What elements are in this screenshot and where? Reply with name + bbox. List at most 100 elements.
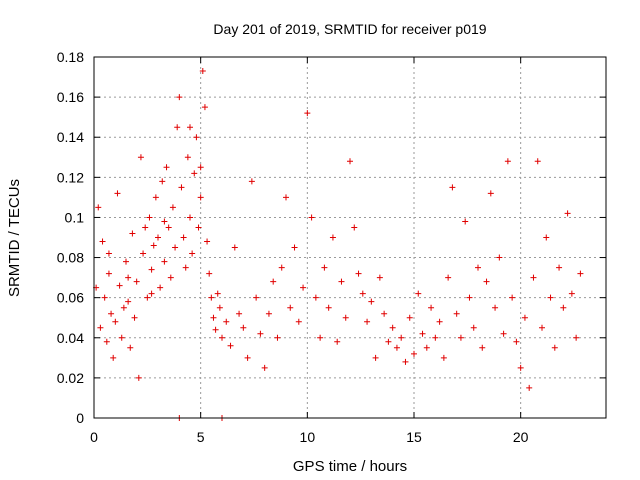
data-point: [201, 104, 208, 111]
x-tick-label: 5: [197, 429, 205, 445]
data-point: [105, 270, 112, 277]
data-point: [521, 314, 528, 321]
data-point: [466, 294, 473, 301]
data-point: [240, 324, 247, 331]
data-point: [125, 298, 132, 305]
data-point: [159, 178, 166, 185]
data-point: [551, 344, 558, 351]
data-point: [193, 134, 200, 141]
data-point: [325, 304, 332, 311]
data-point: [174, 124, 181, 131]
data-point: [317, 334, 324, 341]
data-point: [97, 324, 104, 331]
data-point: [342, 314, 349, 321]
data-point: [278, 264, 285, 271]
data-point: [419, 330, 426, 337]
data-point: [199, 68, 206, 75]
data-point: [372, 354, 379, 361]
data-point: [479, 344, 486, 351]
data-point: [152, 194, 159, 201]
data-point: [347, 158, 353, 165]
data-point: [116, 282, 123, 289]
data-point: [530, 274, 537, 281]
data-point: [321, 264, 328, 271]
data-point: [270, 278, 277, 285]
data-point: [210, 314, 217, 321]
data-point: [513, 338, 520, 345]
data-point: [500, 330, 507, 337]
data-point: [110, 354, 117, 361]
data-point: [274, 334, 281, 341]
data-point: [123, 258, 129, 265]
data-point: [204, 238, 211, 245]
data-point: [462, 218, 469, 225]
data-point: [428, 304, 435, 311]
data-point: [118, 334, 125, 341]
data-point: [291, 244, 298, 251]
data-point: [359, 290, 366, 297]
data-point: [150, 242, 157, 249]
data-point: [470, 324, 477, 331]
data-point: [411, 350, 417, 357]
data-point: [334, 338, 341, 345]
y-axis-label: SRMTID / TECUs: [6, 179, 23, 297]
data-point: [208, 294, 215, 301]
data-point: [398, 334, 405, 341]
data-point: [543, 234, 550, 241]
data-points: [93, 68, 584, 421]
data-point: [364, 318, 371, 325]
data-point: [487, 190, 494, 197]
data-point: [415, 290, 422, 297]
data-point: [351, 224, 358, 231]
data-point: [191, 170, 198, 177]
data-point: [389, 324, 396, 331]
data-point: [355, 270, 362, 277]
data-point: [475, 264, 481, 271]
axes: 0 0.02 0.04 0.06 0.08 0.1 0.12 0.14 0.16 0.18 0 5 10…: [57, 49, 607, 445]
data-point: [131, 314, 138, 321]
x-tick-label: 20: [513, 429, 529, 445]
data-point: [105, 250, 112, 257]
data-point: [457, 334, 464, 341]
y-tick-label: 0.14: [57, 129, 84, 145]
data-point: [212, 326, 219, 333]
data-point: [308, 214, 315, 221]
data-point: [135, 374, 142, 381]
data-point: [148, 290, 155, 297]
data-point: [300, 284, 307, 291]
y-tick-label: 0.08: [57, 250, 84, 266]
y-tick-label: 0.16: [57, 89, 84, 105]
data-point: [103, 338, 110, 345]
data-point: [445, 274, 452, 281]
data-point: [176, 94, 183, 101]
data-point: [114, 190, 121, 197]
data-point: [436, 318, 443, 325]
data-point: [304, 110, 311, 117]
data-point: [137, 154, 144, 161]
data-point: [187, 214, 193, 221]
data-point: [381, 310, 388, 317]
data-point: [248, 178, 255, 185]
y-tick-label: 0.18: [57, 49, 84, 65]
data-point: [127, 344, 134, 351]
data-point: [432, 334, 439, 341]
data-point: [496, 254, 503, 261]
data-point: [214, 290, 221, 297]
data-point: [129, 230, 136, 237]
data-point: [165, 224, 172, 231]
data-point: [257, 330, 264, 337]
data-point: [265, 310, 272, 317]
y-tick-label: 0.06: [57, 290, 84, 306]
data-point: [178, 184, 185, 191]
data-point: [402, 358, 409, 365]
data-point: [453, 310, 460, 317]
data-point: [295, 318, 302, 325]
data-point: [197, 194, 204, 201]
data-point: [393, 344, 400, 351]
data-point: [195, 224, 202, 231]
x-tick-label: 15: [406, 429, 422, 445]
data-point: [133, 278, 140, 285]
data-point: [140, 250, 147, 257]
data-point: [167, 274, 174, 281]
